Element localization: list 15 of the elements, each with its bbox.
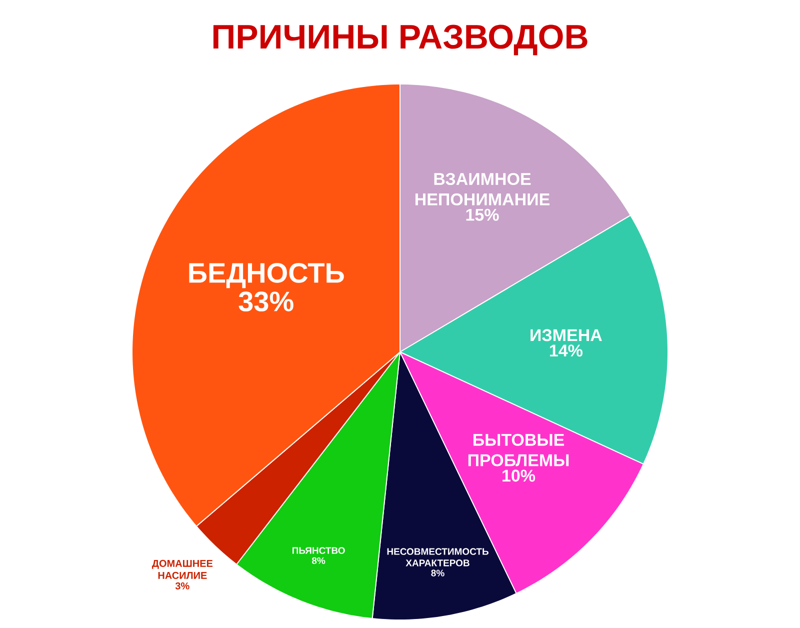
slice-label: ВЗАИМНОЕ НЕПОНИМАНИЕ [415,172,550,206]
data-label: 8% [431,570,444,576]
data-label: 3% [175,582,190,590]
slice-label: ДОМАШНЕЕ НАСИЛИЕ [152,560,213,579]
slice-label: ПЬЯНСТВО [292,547,345,554]
data-label: 10% [502,470,536,482]
data-label: 33% [238,292,294,312]
data-label: 15% [466,208,499,221]
slice-label: НЕСОВМЕСТИМОСТЬ ХАРАКТЕРОВ [387,548,488,566]
slice-label: ИЗМЕНА [530,329,602,342]
data-label: 14% [550,344,583,357]
data-label: 8% [312,557,326,564]
slice-label: БЕДНОСТЬ [189,263,344,288]
chart-title: ПРИЧИНЫ РАЗВОДОВ [213,24,588,56]
slice-label: БЫТОВЫЕ ПРОБЛЕМЫ [468,434,569,466]
